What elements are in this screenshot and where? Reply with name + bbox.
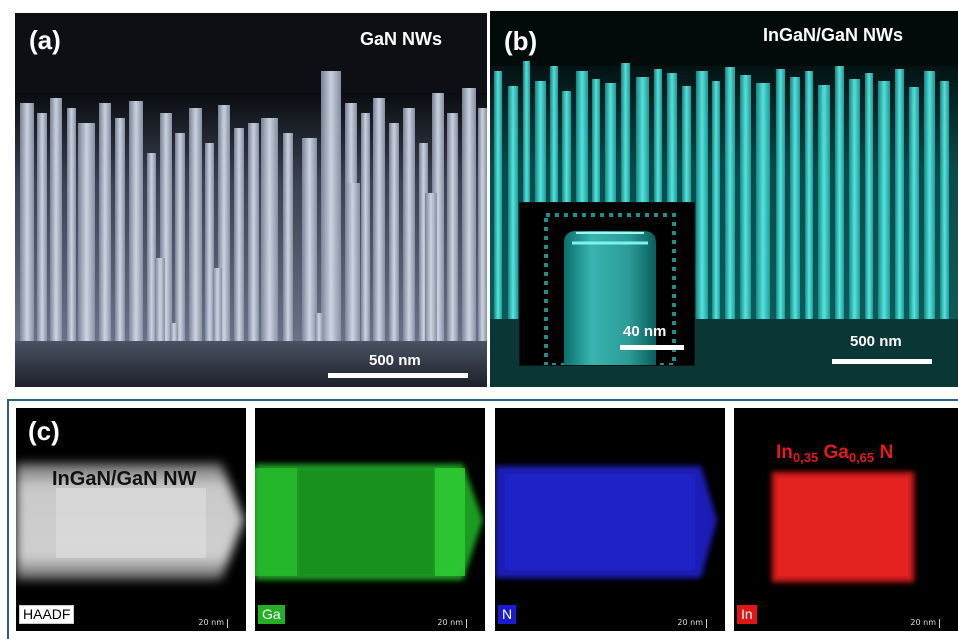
sem-image-ingan-gan-nws: (b) InGaN/GaN NWs 500 nm 40 nm	[490, 11, 958, 387]
in-tag: In	[737, 605, 757, 624]
panel-a-scale-bar	[328, 373, 468, 378]
n-scale-label: 20 nm	[677, 618, 703, 627]
formula-n: N	[879, 442, 894, 463]
haadf-overlay-title: InGaN/GaN NW	[52, 468, 197, 490]
n-nanowire-graphic	[495, 466, 717, 578]
ga-nanowire-graphic	[255, 464, 483, 580]
inset-nanowire-graphic	[544, 213, 676, 365]
panel-a-title: GaN NWs	[360, 29, 443, 49]
formula-in-sub: 0,35	[792, 450, 819, 465]
panel-a-label: (a)	[29, 25, 61, 55]
haadf-scale-tick	[227, 619, 228, 628]
n-scale-tick	[706, 619, 707, 628]
ga-map: Ga 20 nm	[255, 408, 485, 631]
in-map: In0,35 Ga0,65 N In 20 nm	[734, 408, 958, 631]
haadf-nanowire-graphic	[16, 463, 244, 580]
inset-scale-bar	[620, 345, 684, 350]
inset-scale-label: 40 nm	[623, 323, 667, 340]
panel-b-label: (b)	[504, 26, 538, 56]
ga-tag: Ga	[258, 605, 285, 624]
panel-c-label: (c)	[28, 416, 60, 446]
panel-b-title: InGaN/GaN NWs	[763, 25, 904, 45]
in-ga-n-formula: In0,35 Ga0,65 N	[776, 442, 893, 465]
tem-inset: 40 nm	[519, 202, 695, 366]
formula-ga-sub: 0,65	[848, 450, 875, 465]
panel-c-frame	[7, 399, 958, 639]
sem-image-gan-nws: (a) GaN NWs 500 nm	[15, 13, 487, 387]
in-scale-tick	[939, 619, 940, 628]
in-scale-label: 20 nm	[910, 618, 936, 627]
panel-b-scale-label: 500 nm	[850, 333, 902, 350]
ga-scale-label: 20 nm	[437, 618, 463, 627]
in-nanowire-graphic	[772, 472, 914, 582]
ga-scale-tick	[466, 619, 467, 628]
haadf-map: (c) InGaN/GaN NW HAADF 20 nm	[16, 408, 246, 631]
formula-ga: Ga	[823, 442, 849, 463]
panel-a-scale-label: 500 nm	[369, 352, 421, 369]
panel-b-scale-bar	[832, 359, 932, 364]
haadf-tag: HAADF	[19, 605, 75, 624]
formula-in: In	[776, 442, 793, 463]
haadf-scale-label: 20 nm	[198, 618, 224, 627]
gan-nanowires-graphic	[15, 71, 487, 387]
n-tag: N	[498, 605, 517, 624]
n-map: N 20 nm	[495, 408, 725, 631]
